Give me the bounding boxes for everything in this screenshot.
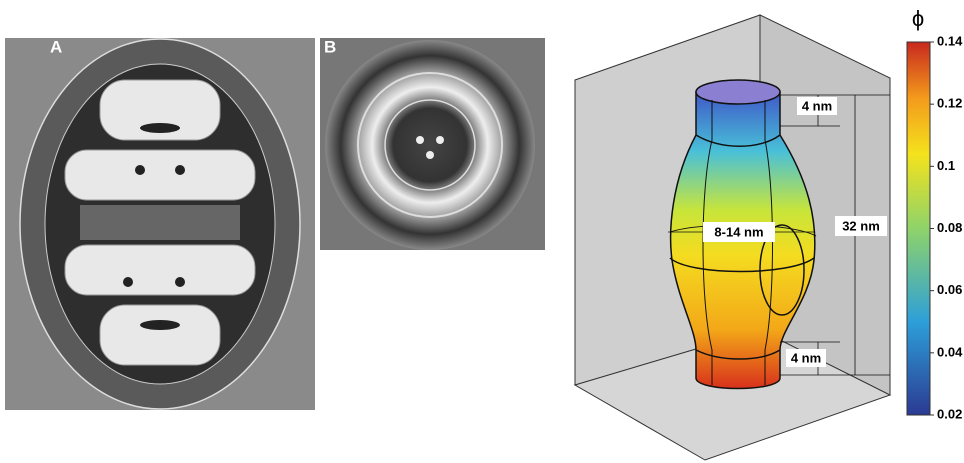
tick-label: 0.12 <box>937 96 962 111</box>
panel-label: A <box>50 37 62 56</box>
tick-label: 0.14 <box>937 33 963 48</box>
colorbar-label: ϕ <box>912 6 924 31</box>
tick-label: 0.02 <box>937 406 962 421</box>
figure: A B 4 nm 32 nm 8-14 nm 4 nm ϕ 0.14 0.12 0.… <box>0 0 964 463</box>
colorbar: ϕ 0.14 0.12 0.1 0.08 0.06 0.04 0.02 <box>907 6 963 422</box>
panel-b: B <box>320 37 545 250</box>
panel-label: B <box>324 37 336 56</box>
dimension-label: 32 nm <box>842 218 880 233</box>
tick-label: 0.04 <box>937 344 963 359</box>
panel-a: A <box>5 37 315 410</box>
dimension-label: 8-14 nm <box>714 224 763 239</box>
dimension-label: 4 nm <box>802 98 832 113</box>
tick-label: 0.1 <box>937 158 955 173</box>
tick-label: 0.06 <box>937 282 962 297</box>
dimension-label: 4 nm <box>791 350 821 365</box>
tick-label: 0.08 <box>937 220 962 235</box>
